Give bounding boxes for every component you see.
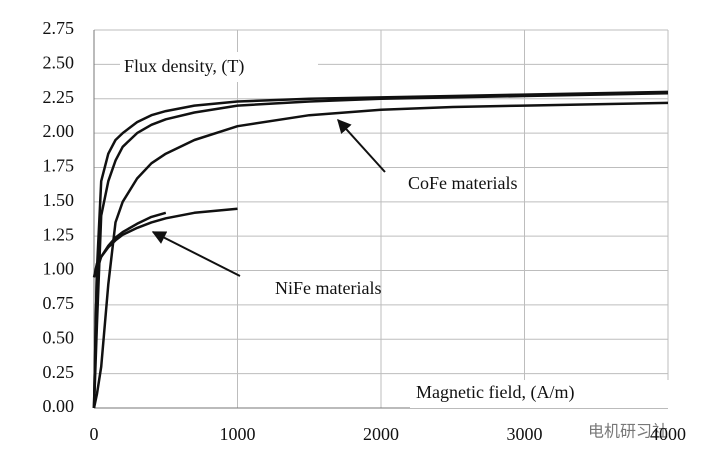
x-axis-label: Magnetic field, (A/m)	[416, 382, 574, 403]
x-tick-label: 0	[90, 424, 99, 444]
x-tick-label: 1000	[220, 424, 256, 444]
y-tick-label: 0.25	[43, 362, 75, 382]
series-line	[92, 90, 669, 409]
annotation: CoFe materials	[408, 173, 517, 193]
series-line	[92, 91, 669, 409]
label-bg	[120, 52, 318, 82]
y-tick-label: 1.75	[43, 156, 75, 176]
series-line	[92, 211, 167, 409]
arrow	[151, 231, 241, 277]
grid	[93, 29, 669, 409]
y-tick-label: 1.25	[43, 224, 75, 244]
y-tick-label: 1.50	[43, 190, 75, 210]
y-axis-label: Flux density, (T)	[124, 56, 244, 77]
y-tick-label: 1.00	[43, 259, 75, 279]
y-tick-label: 2.00	[43, 121, 75, 141]
y-tick-label: 2.75	[43, 18, 75, 38]
y-tick-label: 2.50	[43, 52, 75, 72]
y-tick-label: 0.00	[43, 396, 75, 416]
label-bg	[410, 380, 672, 408]
lines	[92, 90, 669, 409]
watermark: 电机研习社	[588, 422, 668, 441]
y-tick-label: 2.25	[43, 87, 75, 107]
x-tick-label: 4000	[650, 424, 686, 444]
x-tick-label: 3000	[507, 424, 543, 444]
annotation: NiFe materials	[275, 278, 381, 298]
x-tick-label: 2000	[363, 424, 399, 444]
series-line	[92, 101, 669, 409]
y-tick-label: 0.75	[43, 293, 75, 313]
arrow	[337, 118, 386, 173]
y-tick-label: 0.50	[43, 327, 75, 347]
